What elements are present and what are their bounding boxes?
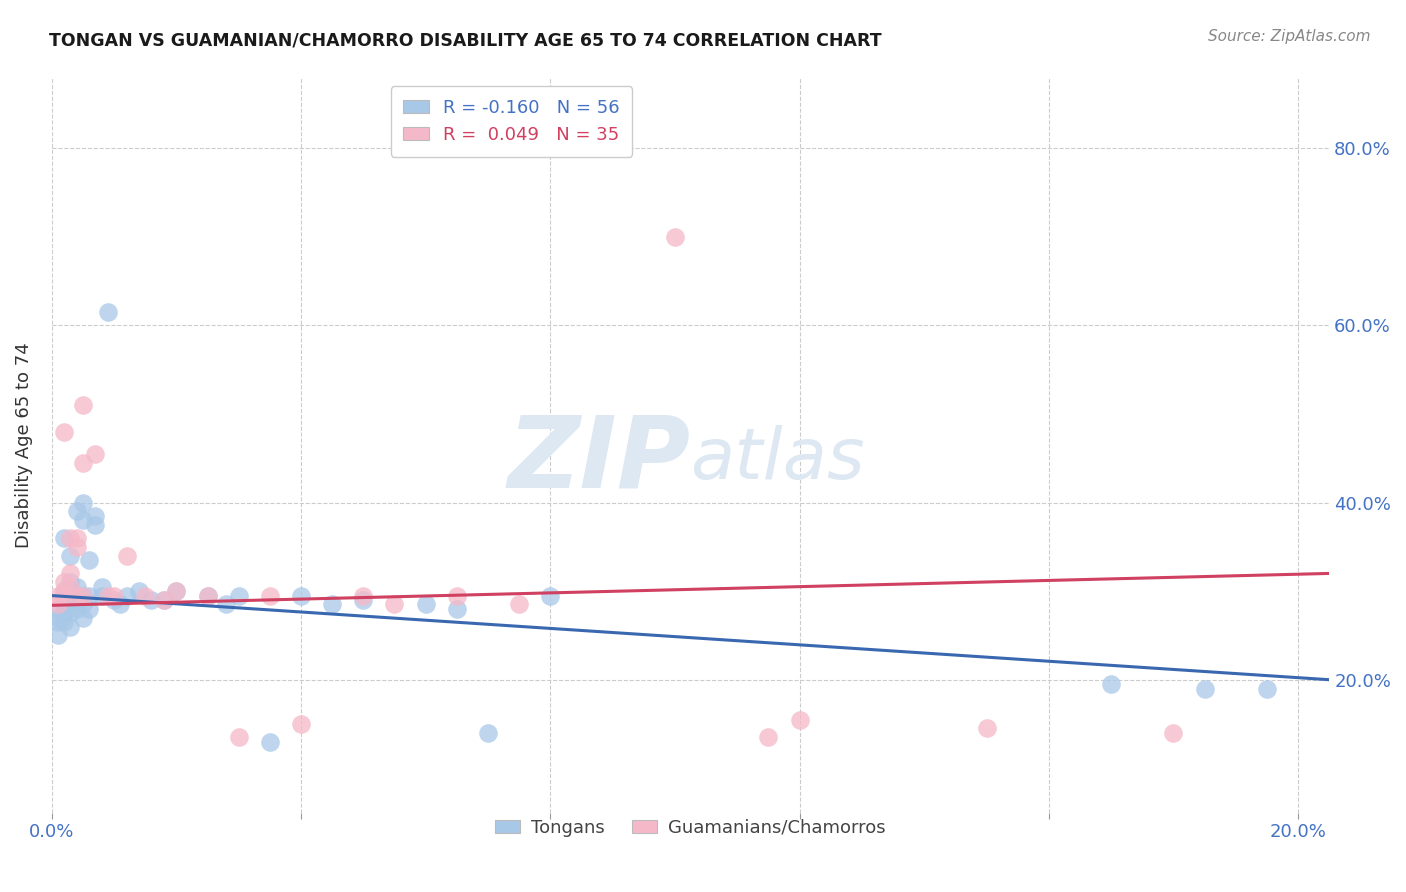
Point [66,589,89,603]
Point [53,531,76,545]
Point [66,531,89,545]
Point [352,589,374,603]
Point [59,575,82,590]
Point [66,602,89,616]
Point [110,598,132,612]
Point [46,602,69,616]
Point [59,598,82,612]
Point [66,540,89,554]
Point [290,589,312,603]
Point [97,305,120,319]
Point [46,628,69,642]
Point [1256,681,1278,696]
Text: atlas: atlas [690,425,865,494]
Point [53,584,76,599]
Point [59,580,82,594]
Point [72,589,94,603]
Point [290,717,312,731]
Point [446,602,468,616]
Point [53,607,76,621]
Point [1194,681,1216,696]
Point [90,580,112,594]
Point [115,589,138,603]
Point [53,575,76,590]
Point [53,584,76,599]
Point [1163,726,1185,740]
Point [72,456,94,470]
Point [197,589,219,603]
Point [72,513,94,527]
Point [165,584,187,599]
Point [77,589,100,603]
Point [46,598,69,612]
Point [477,726,499,740]
Point [46,615,69,629]
Point [53,425,76,439]
Point [789,713,811,727]
Point [84,517,107,532]
Point [72,598,94,612]
Point [215,598,238,612]
Point [77,553,100,567]
Point [141,593,163,607]
Point [53,615,76,629]
Point [90,589,112,603]
Point [128,584,150,599]
Point [72,611,94,625]
Point [59,566,82,581]
Point [53,598,76,612]
Point [446,589,468,603]
Point [59,549,82,563]
Text: Source: ZipAtlas.com: Source: ZipAtlas.com [1208,29,1371,44]
Point [664,230,686,244]
Point [46,589,69,603]
Point [259,589,281,603]
Point [197,589,219,603]
Point [153,593,176,607]
Point [72,398,94,412]
Point [72,589,94,603]
Point [103,593,125,607]
Point [153,593,176,607]
Point [84,508,107,523]
Point [66,589,89,603]
Point [165,584,187,599]
Point [115,549,138,563]
Point [1099,677,1122,691]
Point [384,598,406,612]
Point [538,589,561,603]
Point [53,589,76,603]
Point [59,589,82,603]
Point [134,589,156,603]
Point [84,447,107,461]
Point [508,598,530,612]
Point [415,598,437,612]
Point [66,580,89,594]
Point [59,584,82,599]
Point [103,589,125,603]
Point [352,593,374,607]
Point [72,495,94,509]
Point [228,589,250,603]
Point [46,611,69,625]
Point [976,722,998,736]
Point [66,504,89,518]
Point [97,589,120,603]
Legend: Tongans, Guamanians/Chamorros: Tongans, Guamanians/Chamorros [488,812,893,844]
Text: ZIP: ZIP [508,411,690,508]
Point [53,593,76,607]
Point [259,735,281,749]
Point [758,731,780,745]
Point [59,619,82,633]
Y-axis label: Disability Age 65 to 74: Disability Age 65 to 74 [15,343,32,548]
Point [66,593,89,607]
Point [77,602,100,616]
Point [228,731,250,745]
Point [59,531,82,545]
Point [321,598,343,612]
Point [59,607,82,621]
Text: TONGAN VS GUAMANIAN/CHAMORRO DISABILITY AGE 65 TO 74 CORRELATION CHART: TONGAN VS GUAMANIAN/CHAMORRO DISABILITY … [49,31,882,49]
